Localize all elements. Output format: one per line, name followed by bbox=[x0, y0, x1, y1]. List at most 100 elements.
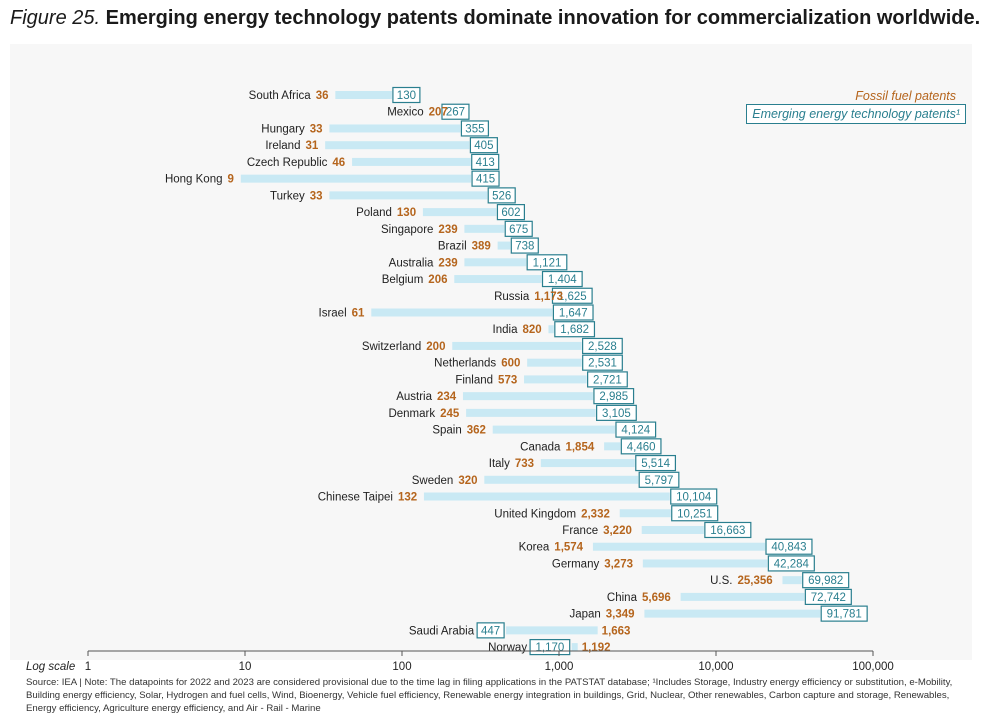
bar bbox=[464, 224, 505, 233]
country-label: Czech Republic bbox=[247, 157, 328, 169]
country-label: Finland bbox=[455, 374, 493, 386]
country-label: Norway bbox=[488, 642, 527, 654]
emerging-value-label: 5,514 bbox=[641, 458, 670, 470]
emerging-value-label: 602 bbox=[501, 207, 520, 219]
fossil-value-label: 573 bbox=[498, 374, 517, 386]
emerging-value-label: 40,843 bbox=[771, 542, 806, 554]
emerging-value-box bbox=[635, 454, 677, 472]
fossil-value-label: 46 bbox=[332, 157, 345, 169]
bar bbox=[604, 442, 621, 451]
fossil-value-label: 1,663 bbox=[602, 625, 631, 637]
title-text: Emerging energy technology patents domin… bbox=[105, 7, 981, 29]
bar bbox=[619, 509, 671, 518]
emerging-value-label: 1,682 bbox=[560, 324, 589, 336]
fossil-value-label: 1,854 bbox=[565, 441, 594, 453]
legend-emerging: Emerging energy technology patents¹ bbox=[746, 104, 966, 124]
fossil-value-label: 9 bbox=[227, 174, 233, 186]
fossil-value-label: 200 bbox=[426, 341, 445, 353]
fossil-value-label: 239 bbox=[438, 224, 457, 236]
fossil-value-label: 362 bbox=[467, 425, 486, 437]
country-label: China bbox=[607, 592, 638, 604]
country-label: Mexico bbox=[387, 107, 423, 119]
bar bbox=[642, 559, 768, 568]
country-label: Denmark bbox=[388, 408, 435, 420]
emerging-value-label: 3,105 bbox=[602, 408, 631, 420]
bar bbox=[548, 325, 554, 334]
fossil-value-label: 206 bbox=[428, 274, 447, 286]
emerging-value-label: 267 bbox=[446, 107, 465, 119]
fossil-value-label: 234 bbox=[437, 391, 457, 403]
bar bbox=[492, 425, 615, 434]
fossil-value-label: 733 bbox=[515, 458, 534, 470]
emerging-value-box bbox=[441, 103, 470, 120]
emerging-value-box bbox=[551, 287, 593, 304]
bar bbox=[454, 275, 542, 284]
emerging-value-label: 5,797 bbox=[645, 475, 674, 487]
emerging-value-box bbox=[552, 304, 594, 321]
figure-label: Figure 25. bbox=[10, 7, 101, 29]
bar bbox=[680, 592, 805, 601]
bar bbox=[466, 408, 596, 417]
bar bbox=[464, 258, 527, 267]
emerging-value-label: 16,663 bbox=[710, 525, 745, 537]
bar bbox=[422, 208, 497, 217]
emerging-value-box bbox=[820, 605, 868, 622]
country-label: Israel bbox=[319, 307, 347, 319]
emerging-value-box bbox=[496, 204, 525, 221]
x-tick-label: 10,000 bbox=[698, 661, 733, 673]
emerging-value-box bbox=[526, 254, 568, 271]
emerging-value-label: 447 bbox=[481, 625, 500, 637]
emerging-value-box bbox=[476, 622, 505, 639]
emerging-value-label: 675 bbox=[509, 224, 528, 236]
fossil-value-label: 207 bbox=[429, 107, 448, 119]
source-note: Source: IEA | Note: The datapoints for 2… bbox=[26, 677, 953, 714]
country-label: Italy bbox=[489, 458, 510, 470]
emerging-value-box bbox=[802, 572, 850, 589]
emerging-value-label: 413 bbox=[476, 157, 495, 169]
bar bbox=[452, 341, 582, 350]
bar bbox=[240, 174, 472, 183]
fossil-value-label: 245 bbox=[440, 408, 460, 420]
country-label: South Africa bbox=[249, 90, 312, 102]
country-label: Saudi Arabia bbox=[409, 625, 475, 637]
bar bbox=[527, 358, 582, 367]
emerging-value-label: 4,124 bbox=[621, 425, 650, 437]
country-label: Australia bbox=[389, 257, 434, 269]
emerging-value-label: 1,170 bbox=[536, 642, 565, 654]
country-label: Japan bbox=[569, 609, 600, 621]
emerging-value-box bbox=[582, 337, 623, 355]
country-label: Poland bbox=[356, 207, 392, 219]
country-label: Singapore bbox=[381, 224, 433, 236]
emerging-value-box bbox=[765, 538, 813, 555]
bar bbox=[325, 141, 470, 150]
emerging-value-box bbox=[554, 321, 596, 338]
fossil-value-label: 36 bbox=[316, 90, 329, 102]
bar bbox=[644, 609, 821, 618]
fossil-value-label: 1,173 bbox=[534, 291, 563, 303]
emerging-value-label: 355 bbox=[465, 123, 484, 135]
fossil-value-label: 3,273 bbox=[604, 558, 633, 570]
emerging-value-label: 4,460 bbox=[627, 441, 656, 453]
bar bbox=[641, 525, 704, 534]
fossil-value-label: 130 bbox=[397, 207, 416, 219]
bar bbox=[423, 492, 670, 501]
emerging-value-label: 42,284 bbox=[774, 558, 810, 570]
country-label: Brazil bbox=[438, 241, 467, 253]
emerging-value-label: 1,625 bbox=[558, 291, 587, 303]
bar bbox=[329, 191, 488, 200]
country-label: Turkey bbox=[270, 190, 305, 202]
x-tick-label: 10 bbox=[239, 661, 252, 673]
emerging-value-label: 2,528 bbox=[588, 341, 617, 353]
country-label: Hungary bbox=[261, 123, 305, 135]
bar bbox=[497, 241, 511, 250]
emerging-value-box bbox=[541, 270, 583, 288]
fossil-value-label: 2,332 bbox=[581, 508, 610, 520]
x-tick-label: 100 bbox=[392, 661, 411, 673]
emerging-value-box bbox=[471, 170, 500, 187]
country-label: Ireland bbox=[265, 140, 300, 152]
x-axis-label: Log scale bbox=[26, 661, 75, 673]
emerging-value-box bbox=[504, 220, 533, 237]
emerging-value-box bbox=[487, 187, 516, 204]
legend-fossil: Fossil fuel patents bbox=[855, 89, 956, 103]
fossil-value-label: 600 bbox=[501, 358, 520, 370]
